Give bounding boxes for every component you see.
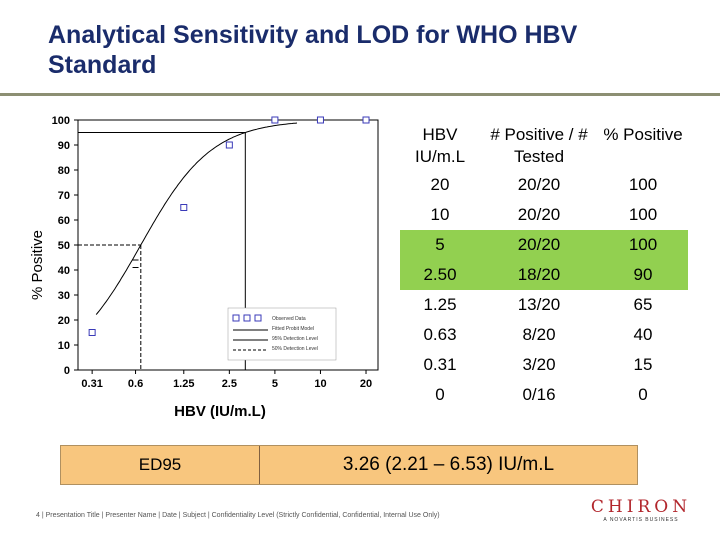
x-tick-label: 2.5 bbox=[222, 378, 237, 390]
table-row: 5 20/20 100 bbox=[400, 230, 688, 260]
table-row: 0.31 3/20 15 bbox=[400, 350, 688, 380]
table-row: 0 0/16 0 bbox=[400, 380, 688, 410]
y-tick-label: 20 bbox=[58, 315, 70, 327]
chiron-logo: CHIRON A NOVARTIS BUSINESS bbox=[582, 497, 700, 523]
sensitivity-table: HBV IU/m.L # Positive / # Tested % Posit… bbox=[400, 122, 688, 410]
legend-marker bbox=[243, 314, 251, 322]
y-tick-label: 50 bbox=[58, 240, 70, 252]
cell-ratio: 3/20 bbox=[522, 355, 556, 374]
x-axis-title: HBV (IU/m.L) bbox=[174, 403, 266, 420]
y-axis-title: % Positive bbox=[29, 230, 46, 300]
ed95-value: 3.26 (2.21 – 6.53) IU/m.L bbox=[342, 454, 555, 475]
cell-pct: 100 bbox=[598, 230, 688, 260]
data-point bbox=[316, 116, 324, 124]
table-row: 20 20/20 100 bbox=[400, 170, 688, 200]
cell-ratio: 0/16 bbox=[522, 385, 556, 404]
ed95-box: ED95 3.26 (2.21 – 6.53) IU/m.L bbox=[60, 445, 638, 485]
y-tick-label: 100 bbox=[52, 115, 70, 127]
cell-hbv: 0.63 bbox=[423, 325, 457, 344]
cell-ratio: 20/20 bbox=[517, 205, 561, 224]
x-tick-label: 5 bbox=[272, 378, 278, 390]
cell-ratio: 18/20 bbox=[480, 260, 598, 290]
plot-area: 0 10 20 30 40 50 60 70 80 90 100 0.31 0.6 1.25 2.5 5 10 2… bbox=[52, 115, 379, 390]
cell-ratio: 13/20 bbox=[517, 295, 561, 314]
y-tick-label: 70 bbox=[58, 190, 70, 202]
header-ratio: # Positive / # Tested bbox=[490, 125, 588, 166]
y-tick-label: 0 bbox=[64, 365, 70, 377]
y-tick-label: 60 bbox=[58, 215, 70, 227]
legend-label: Fitted Probit Model bbox=[272, 326, 314, 332]
fitted-curve bbox=[95, 122, 298, 315]
y-tick-label: 10 bbox=[58, 340, 70, 352]
legend-marker bbox=[232, 314, 240, 322]
x-tick-label: 20 bbox=[360, 378, 372, 390]
table-row: 2.50 18/20 90 bbox=[400, 260, 688, 290]
legend-label: 50% Detection Level bbox=[272, 346, 318, 352]
x-tick-label: 0.6 bbox=[128, 378, 143, 390]
x-tick-label: 0.31 bbox=[81, 378, 102, 390]
y-tick-label: 30 bbox=[58, 290, 70, 302]
cell-hbv: 2.50 bbox=[400, 260, 480, 290]
legend-label: Observed Data bbox=[272, 316, 306, 322]
x-tick-label: 10 bbox=[314, 378, 326, 390]
cell-pct: 65 bbox=[633, 295, 653, 314]
table-body: 20 20/20 100 10 20/20 100 5 20/20 100 2.50 18/20 90… bbox=[400, 170, 688, 410]
data-point bbox=[271, 116, 279, 124]
cell-hbv: 20 bbox=[430, 175, 450, 194]
y-tick-label: 40 bbox=[58, 265, 70, 277]
data-point bbox=[362, 116, 370, 124]
cell-hbv: 10 bbox=[430, 205, 450, 224]
data-point bbox=[180, 204, 188, 211]
table-row: 10 20/20 100 bbox=[400, 200, 688, 230]
table-header-row: HBV IU/m.L # Positive / # Tested % Posit… bbox=[400, 122, 688, 170]
y-tick-label: 90 bbox=[58, 140, 70, 152]
cell-pct: 100 bbox=[628, 205, 658, 224]
footer-text: 4 | Presentation Title | Presenter Name … bbox=[36, 512, 440, 519]
x-tick-label: 1.25 bbox=[173, 378, 194, 390]
title-divider bbox=[0, 93, 720, 96]
page-title: Analytical Sensitivity and LOD for WHO H… bbox=[48, 21, 578, 79]
table-row: 0.63 8/20 40 bbox=[400, 320, 688, 350]
ed95-divider bbox=[259, 446, 260, 484]
cell-ratio: 20/20 bbox=[480, 230, 598, 260]
cell-pct: 100 bbox=[628, 175, 658, 194]
cell-hbv: 5 bbox=[400, 230, 480, 260]
legend-marker bbox=[254, 314, 262, 322]
data-point bbox=[225, 141, 233, 149]
header-pct: % Positive bbox=[603, 125, 683, 144]
data-point bbox=[88, 329, 96, 336]
table-row: 1.25 13/20 65 bbox=[400, 290, 688, 320]
cell-hbv: 0 bbox=[435, 385, 445, 404]
cell-hbv: 0.31 bbox=[423, 355, 457, 374]
legend-label: 95% Detection Level bbox=[272, 336, 318, 342]
ed95-label: ED95 bbox=[138, 455, 182, 474]
cell-pct: 40 bbox=[633, 325, 653, 344]
cell-pct: 90 bbox=[598, 260, 688, 290]
logo-wordmark: CHIRON bbox=[590, 497, 692, 517]
cell-pct: 0 bbox=[638, 385, 648, 404]
cell-hbv: 1.25 bbox=[423, 295, 457, 314]
probit-chart: % Positive HBV (IU/m.L) 0 10 20 30 40 50 60 70 8… bbox=[29, 115, 379, 420]
cell-ratio: 20/20 bbox=[517, 175, 561, 194]
header-hbv: HBV IU/m.L bbox=[414, 125, 466, 166]
cell-pct: 15 bbox=[633, 355, 653, 374]
y-tick-label: 80 bbox=[58, 165, 70, 177]
cell-ratio: 8/20 bbox=[522, 325, 556, 344]
logo-tagline: A NOVARTIS BUSINESS bbox=[603, 517, 679, 523]
